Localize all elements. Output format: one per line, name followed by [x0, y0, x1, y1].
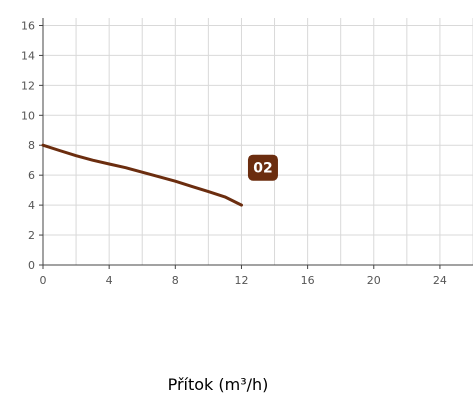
series-line [41, 143, 243, 207]
y-tick-label: 6 [28, 169, 35, 182]
y-tick-label: 16 [21, 19, 35, 32]
grid [43, 18, 473, 265]
series-badge-background [247, 154, 278, 181]
x-tick-label: 20 [367, 274, 381, 287]
y-tick-label: 14 [21, 49, 35, 62]
y-tick-labels: 0 2 4 6 8 10 12 14 16 [21, 19, 35, 272]
x-tick-labels: 0 4 8 12 16 20 24 [40, 274, 447, 287]
x-tick-label: 12 [234, 274, 248, 287]
x-tick-label: 16 [301, 274, 315, 287]
y-tick-label: 0 [28, 259, 35, 272]
axes [39, 18, 473, 269]
series-badge-label: 02 [253, 161, 272, 177]
series-badge: 02 [247, 154, 278, 181]
series-layer [41, 143, 243, 207]
y-tick-label: 2 [28, 229, 35, 242]
y-tick-label: 10 [21, 109, 35, 122]
x-tick-label: 24 [433, 274, 447, 287]
x-tick-label: 0 [40, 274, 47, 287]
x-tick-label: 8 [172, 274, 179, 287]
y-tick-label: 4 [28, 199, 35, 212]
y-tick-label: 12 [21, 79, 35, 92]
x-tick-label: 4 [106, 274, 113, 287]
x-axis-label: Přítok (m³/h) [168, 375, 269, 394]
y-tick-label: 8 [28, 139, 35, 152]
